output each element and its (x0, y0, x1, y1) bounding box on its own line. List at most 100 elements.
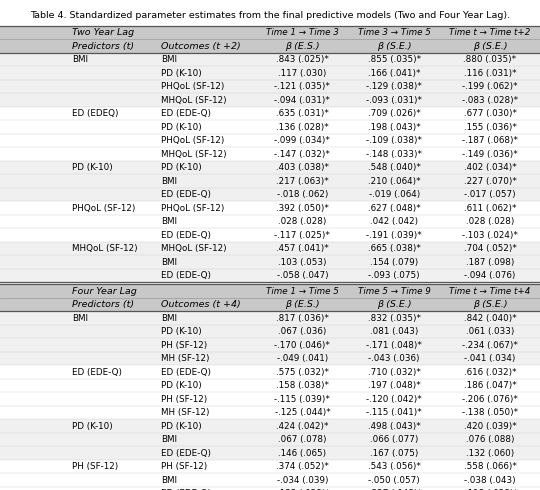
Text: -.018 (.062): -.018 (.062) (276, 190, 328, 199)
Text: BMI: BMI (161, 435, 177, 444)
Bar (0, 325, 540, 339)
Text: PD (K-10): PD (K-10) (161, 327, 202, 336)
Text: .616 (.032)*: .616 (.032)* (464, 368, 516, 377)
Text: -.120 (.042)*: -.120 (.042)* (366, 395, 422, 404)
Text: ED (EDE-Q): ED (EDE-Q) (161, 231, 211, 240)
Bar (0, 433, 540, 446)
Text: .665 (.038)*: .665 (.038)* (368, 244, 421, 253)
Text: .627 (.048)*: .627 (.048)* (368, 204, 421, 213)
Text: .402 (.034)*: .402 (.034)* (464, 163, 516, 172)
Bar (0, 269, 540, 283)
Text: Predictors (t): Predictors (t) (72, 42, 134, 51)
Text: .187 (.098): .187 (.098) (466, 258, 514, 267)
Text: .543 (.056)*: .543 (.056)* (368, 462, 421, 471)
Text: -.043 (.036): -.043 (.036) (368, 354, 420, 363)
Text: -.170 (.046)*: -.170 (.046)* (274, 341, 330, 350)
Text: -.117 (.025)*: -.117 (.025)* (274, 231, 330, 240)
Text: -.129 (.038)*: -.129 (.038)* (366, 82, 422, 91)
Text: -.099 (.034)*: -.099 (.034)* (274, 136, 330, 145)
Text: PHQoL (SF-12): PHQoL (SF-12) (161, 82, 225, 91)
Text: -.125 (.044)*: -.125 (.044)* (274, 408, 330, 417)
Text: .210 (.064)*: .210 (.064)* (368, 177, 421, 186)
Bar (0, 366, 540, 379)
Text: MHQoL (SF-12): MHQoL (SF-12) (161, 96, 227, 105)
Text: -.138 (.050)*: -.138 (.050)* (462, 408, 518, 417)
Text: -.191 (.039)*: -.191 (.039)* (366, 231, 422, 240)
Text: -.058 (.047): -.058 (.047) (276, 271, 328, 280)
Text: Outcomes (t +2): Outcomes (t +2) (161, 42, 241, 51)
Text: Time t → Time t+2: Time t → Time t+2 (449, 28, 531, 37)
Text: Four Year Lag: Four Year Lag (72, 287, 137, 296)
Text: BMI: BMI (161, 217, 177, 226)
Text: .457 (.041)*: .457 (.041)* (276, 244, 329, 253)
Text: PD (K-10): PD (K-10) (161, 123, 202, 132)
Text: .558 (.066)*: .558 (.066)* (464, 462, 516, 471)
Text: Time t → Time t+4: Time t → Time t+4 (449, 287, 531, 296)
Text: β (S.E.): β (S.E.) (377, 42, 411, 51)
Bar (0, 80, 540, 94)
Bar (0, 487, 540, 490)
Text: -.115 (.041)*: -.115 (.041)* (366, 408, 422, 417)
Text: -.199 (.062)*: -.199 (.062)* (462, 82, 518, 91)
Bar (0, 446, 540, 460)
Text: -.121 (.035)*: -.121 (.035)* (274, 82, 330, 91)
Text: PD (K-10): PD (K-10) (161, 69, 202, 78)
Bar (0, 67, 540, 80)
Bar (0, 255, 540, 269)
Text: -.038 (.043): -.038 (.043) (464, 476, 516, 485)
Bar (0, 121, 540, 134)
Text: -.050 (.057): -.050 (.057) (368, 476, 420, 485)
Text: -.148 (.033)*: -.148 (.033)* (366, 150, 422, 159)
Text: .403 (.038)*: .403 (.038)* (276, 163, 329, 172)
Text: MH (SF-12): MH (SF-12) (161, 354, 210, 363)
Text: PH (SF-12): PH (SF-12) (161, 462, 207, 471)
Bar (0, 473, 540, 487)
Bar (0, 161, 540, 174)
Text: .842 (.040)*: .842 (.040)* (464, 314, 516, 323)
Text: .028 (.028): .028 (.028) (278, 217, 327, 226)
Text: β (S.E.): β (S.E.) (472, 42, 508, 51)
Bar (0, 285, 540, 298)
Text: .424 (.042)*: .424 (.042)* (276, 422, 329, 431)
Text: β (S.E.): β (S.E.) (472, 300, 508, 309)
Text: -.171 (.048)*: -.171 (.048)* (366, 341, 422, 350)
Text: Time 1 → Time 5: Time 1 → Time 5 (266, 287, 339, 296)
Text: PD (K-10): PD (K-10) (161, 163, 202, 172)
Text: .710 (.032)*: .710 (.032)* (368, 368, 421, 377)
Text: MHQoL (SF-12): MHQoL (SF-12) (161, 150, 227, 159)
Text: .635 (.031)*: .635 (.031)* (276, 109, 329, 118)
Text: MH (SF-12): MH (SF-12) (161, 408, 210, 417)
Text: PD (K-10): PD (K-10) (161, 422, 202, 431)
Text: Time 5 → Time 9: Time 5 → Time 9 (358, 287, 430, 296)
Text: .158 (.038)*: .158 (.038)* (276, 381, 329, 390)
Text: .061 (.033): .061 (.033) (466, 327, 514, 336)
Text: MHQoL (SF-12): MHQoL (SF-12) (161, 244, 227, 253)
Text: .132 (.060): .132 (.060) (466, 449, 514, 458)
Text: Time 1 → Time 3: Time 1 → Time 3 (266, 28, 339, 37)
Text: .197 (.048)*: .197 (.048)* (368, 381, 421, 390)
Text: Time 3 → Time 5: Time 3 → Time 5 (358, 28, 430, 37)
Text: .103 (.053): .103 (.053) (278, 258, 327, 267)
Text: .227 (.070)*: .227 (.070)* (464, 177, 516, 186)
Text: PH (SF-12): PH (SF-12) (161, 341, 207, 350)
Bar (0, 94, 540, 107)
Text: PHQoL (SF-12): PHQoL (SF-12) (161, 204, 225, 213)
Bar (0, 460, 540, 473)
Bar (0, 379, 540, 392)
Text: .028 (.028): .028 (.028) (466, 217, 514, 226)
Text: .081 (.043): .081 (.043) (370, 327, 418, 336)
Text: .146 (.065): .146 (.065) (278, 449, 327, 458)
Text: .217 (.063)*: .217 (.063)* (276, 177, 329, 186)
Text: .704 (.052)*: .704 (.052)* (464, 244, 516, 253)
Text: -.109 (.038)*: -.109 (.038)* (366, 136, 422, 145)
Text: -.083 (.028)*: -.083 (.028)* (462, 96, 518, 105)
Text: ED (EDE-Q): ED (EDE-Q) (161, 449, 211, 458)
Text: PD (K-10): PD (K-10) (72, 163, 113, 172)
Text: Predictors (t): Predictors (t) (72, 300, 134, 309)
Bar (0, 392, 540, 406)
Text: .611 (.062)*: .611 (.062)* (464, 204, 516, 213)
Text: .067 (.078): .067 (.078) (278, 435, 327, 444)
Text: ED (EDE-Q): ED (EDE-Q) (161, 109, 211, 118)
Text: -.093 (.075): -.093 (.075) (368, 271, 420, 280)
Text: BMI: BMI (72, 314, 88, 323)
